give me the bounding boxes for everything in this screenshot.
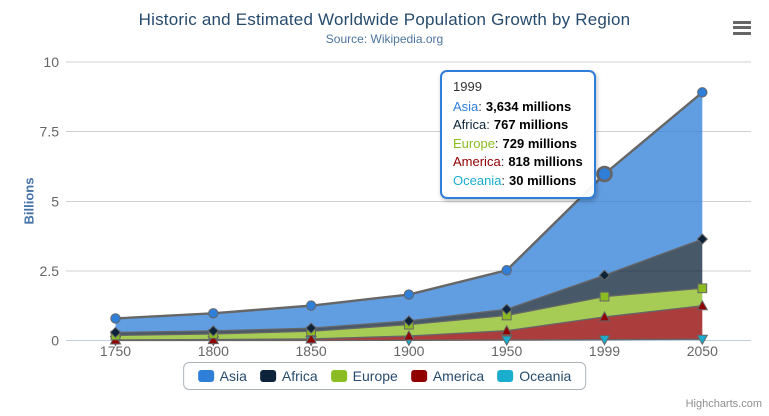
marker-africa[interactable] (696, 233, 709, 245)
marker-africa[interactable] (598, 269, 611, 281)
chart-subtitle: Source: Wikipedia.org (325, 32, 444, 46)
marker-america[interactable] (598, 310, 611, 322)
marker-africa[interactable] (207, 325, 220, 337)
export-menu-button[interactable] (731, 15, 753, 40)
tooltip-row: Africa: 767 millions (453, 117, 569, 132)
marker-asia[interactable] (208, 308, 219, 319)
y-axis-label: 10 (43, 54, 59, 70)
marker-asia[interactable] (305, 300, 317, 311)
hovered-point-marker[interactable] (596, 165, 613, 183)
tooltip-series-name: Oceania (453, 172, 502, 188)
tooltip-header: 1999 (453, 79, 482, 94)
y-axis-title: Billions (21, 177, 37, 225)
legend-item-africa[interactable]: Africa (259, 368, 318, 384)
tooltip-series-name: Asia (453, 98, 479, 114)
credits-link[interactable]: Highcharts.com (685, 398, 762, 410)
area-africa[interactable] (115, 239, 703, 336)
legend-swatch-europe (330, 370, 347, 382)
marker-america[interactable] (696, 299, 709, 311)
legend-item-europe[interactable]: Europe (330, 368, 398, 384)
tooltip-series-name: Europe (453, 135, 495, 151)
tooltip-row: Oceania: 30 millions (453, 172, 577, 188)
tooltip-row: Asia: 3,634 millions (453, 98, 572, 114)
tooltip-series-name: Africa (453, 117, 487, 132)
y-axis-label: 7.5 (40, 124, 60, 140)
marker-asia[interactable] (110, 313, 121, 324)
marker-asia[interactable] (697, 87, 708, 98)
marker-europe[interactable] (697, 283, 708, 294)
x-axis-label: 1750 (100, 343, 131, 359)
tooltip-series-value: 729 millions (502, 135, 577, 151)
area-asia[interactable] (115, 92, 703, 333)
tooltip-series-value: 3,634 millions (485, 98, 572, 114)
x-axis-label: 1800 (198, 343, 229, 359)
marker-asia[interactable] (403, 289, 415, 300)
marker-america[interactable] (403, 329, 415, 341)
legend-item-america[interactable]: America (410, 368, 484, 384)
marker-oceania[interactable] (598, 335, 611, 346)
hamburger-icon (733, 20, 751, 35)
legend-swatch-africa (259, 370, 276, 382)
y-axis-label: 0 (51, 333, 59, 349)
marker-america[interactable] (207, 333, 220, 345)
marker-america[interactable] (500, 324, 513, 336)
marker-africa[interactable] (305, 322, 317, 334)
tooltip-series-value: 767 millions (493, 117, 569, 132)
x-axis-label: 1900 (393, 343, 424, 359)
tooltip-row: America: 818 millions (453, 154, 583, 169)
x-axis-label: 1950 (491, 343, 522, 359)
tooltip-row: Europe: 729 millions (453, 135, 577, 151)
x-axis-label: 2050 (687, 343, 718, 359)
y-axis-label: 5 (51, 193, 59, 209)
tooltip-series-name: America (453, 154, 501, 169)
legend-swatch-oceania (497, 370, 514, 382)
chart-title: Historic and Estimated Worldwide Populat… (138, 10, 631, 29)
tooltip: 1999 Asia: 3,634 millions Africa: 767 mill… (440, 70, 596, 199)
x-axis-label: 1999 (589, 343, 620, 359)
marker-africa[interactable] (403, 315, 415, 327)
marker-asia[interactable] (501, 265, 512, 276)
marker-africa[interactable] (109, 326, 122, 339)
legend-swatch-asia (197, 370, 214, 382)
marker-oceania[interactable] (500, 335, 513, 347)
legend: Asia Africa Europe America Oceania (182, 362, 587, 390)
legend-item-oceania[interactable]: Oceania (497, 368, 571, 384)
tooltip-series-value: 818 millions (508, 154, 583, 169)
y-axis-label: 2.5 (40, 263, 60, 279)
legend-item-asia[interactable]: Asia (197, 368, 247, 384)
marker-america[interactable] (305, 332, 317, 344)
marker-africa[interactable] (500, 303, 513, 316)
tooltip-series-value: 30 millions (509, 172, 577, 188)
marker-oceania[interactable] (696, 334, 709, 346)
x-axis-label: 1850 (296, 343, 327, 359)
legend-swatch-america (410, 370, 427, 382)
area-america[interactable] (115, 305, 703, 341)
marker-europe[interactable] (599, 291, 610, 302)
